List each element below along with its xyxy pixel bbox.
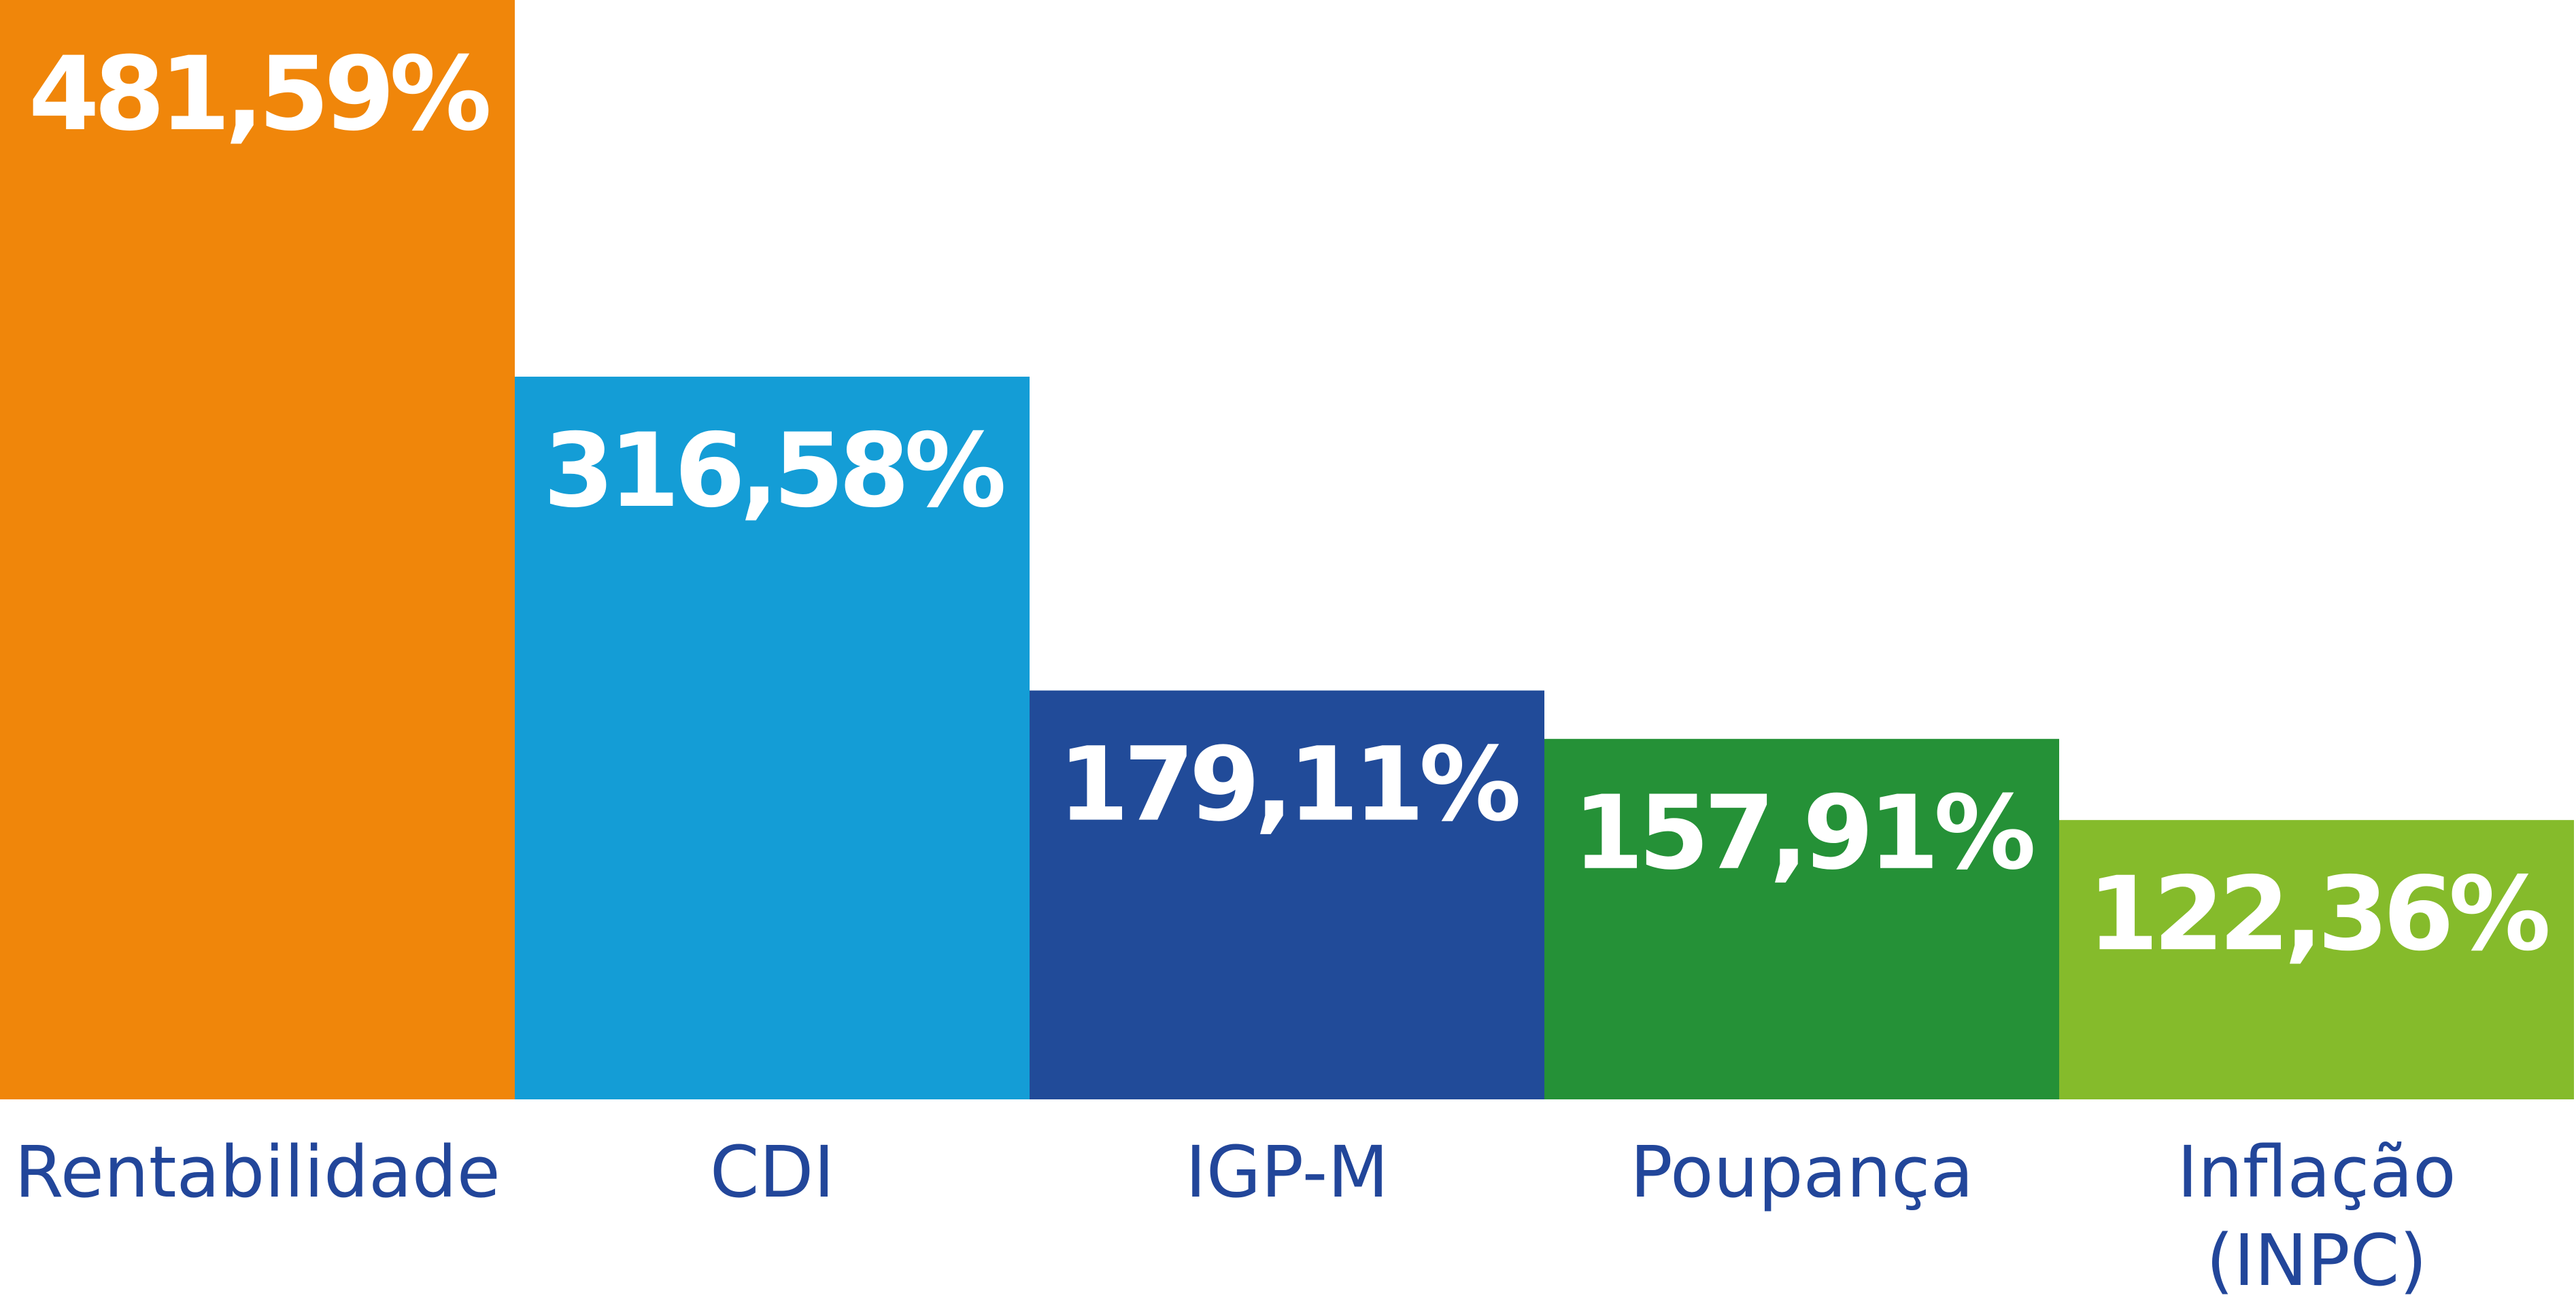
category-label-4: Inflação (INPC) xyxy=(2177,1131,2456,1302)
bars-layer xyxy=(0,0,2574,1099)
bar-value-label-1: 316,58% xyxy=(543,412,1004,530)
category-labels-layer: Rentabilidade CDI IGP-M Poupança Inflação (IN… xyxy=(14,1131,2456,1302)
value-labels-layer: 481,59% 316,58% 179,11% 157,91% 122,36% xyxy=(29,35,2554,974)
bar-value-label-4: 122,36% xyxy=(2088,855,2548,974)
bar-value-label-0: 481,59% xyxy=(29,35,489,154)
bar-value-label-2: 179,11% xyxy=(1058,726,1519,844)
bar-1 xyxy=(515,377,1030,1099)
bar-4 xyxy=(2059,820,2574,1099)
bar-3 xyxy=(1544,738,2059,1099)
bar-0 xyxy=(0,0,515,1099)
category-label-3: Poupança xyxy=(1630,1131,1973,1214)
category-label-0: Rentabilidade xyxy=(14,1131,500,1214)
bar-2 xyxy=(1030,690,1544,1099)
bar-value-label-3: 157,91% xyxy=(1573,774,2033,893)
category-label-1: CDI xyxy=(710,1131,834,1214)
category-label-2: IGP-M xyxy=(1185,1131,1389,1214)
